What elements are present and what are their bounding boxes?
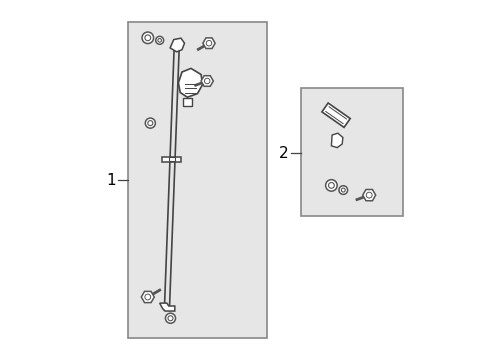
Polygon shape (201, 76, 213, 86)
Polygon shape (160, 303, 175, 311)
Polygon shape (203, 38, 215, 49)
Circle shape (166, 313, 175, 323)
Bar (183, 98, 192, 106)
Bar (169, 157, 175, 161)
Polygon shape (331, 133, 343, 148)
Bar (301, 88, 403, 216)
Circle shape (326, 180, 337, 191)
Circle shape (145, 118, 155, 128)
Bar (163, 157, 181, 162)
Polygon shape (322, 103, 350, 127)
Text: 2: 2 (279, 145, 288, 161)
Polygon shape (178, 68, 202, 97)
Circle shape (339, 186, 347, 194)
Text: 1: 1 (106, 172, 116, 188)
Circle shape (156, 36, 164, 44)
Polygon shape (363, 189, 376, 201)
Polygon shape (141, 291, 154, 303)
Polygon shape (170, 38, 185, 52)
Circle shape (142, 32, 153, 44)
Bar (128, 22, 267, 338)
